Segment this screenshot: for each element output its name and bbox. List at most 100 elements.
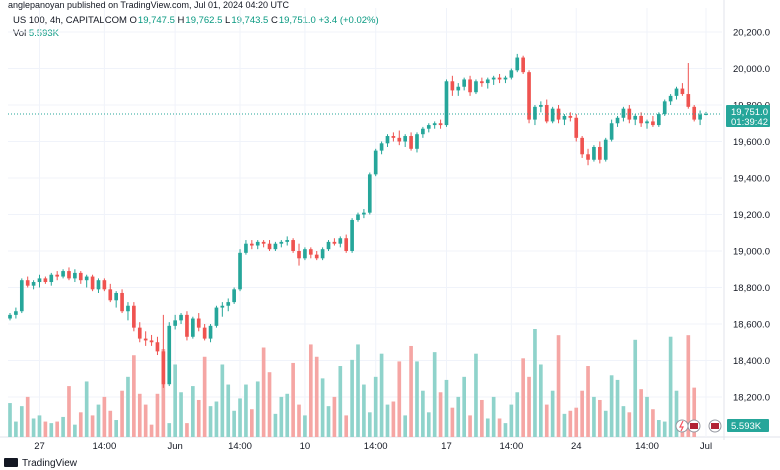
candle-body — [202, 327, 207, 339]
volume-badge-text: 5.593K — [731, 421, 762, 432]
volume-bar — [308, 344, 313, 437]
volume-bar — [273, 413, 278, 437]
candle-body — [226, 302, 231, 306]
candle-body — [556, 108, 561, 120]
candle-body — [14, 311, 18, 315]
open-label: O — [129, 15, 137, 26]
candle-body — [179, 314, 183, 321]
volume-bar — [244, 384, 248, 437]
candle-body — [356, 214, 360, 220]
volume-bar — [149, 424, 154, 437]
candle-body — [391, 136, 396, 138]
volume-bar — [297, 404, 301, 437]
volume-bar — [485, 418, 490, 437]
volume-bar — [391, 401, 396, 437]
volume-bar — [574, 407, 579, 437]
candle-body — [8, 314, 12, 319]
volume-bar — [55, 421, 60, 437]
volume-bar — [373, 376, 378, 437]
candle-body — [468, 79, 472, 93]
volume-bar — [167, 423, 172, 437]
volume-bar — [143, 404, 148, 437]
volume-bar — [78, 412, 83, 437]
volume-bar — [267, 372, 272, 437]
candle-body — [698, 114, 702, 120]
price-tick: 18,800.0 — [733, 283, 770, 294]
candle-body — [102, 280, 107, 290]
volume-bar — [379, 353, 384, 437]
candle-body — [61, 271, 65, 277]
volume-bar — [90, 415, 95, 437]
volume-bar — [126, 376, 130, 437]
price-tick: 18,400.0 — [733, 356, 770, 367]
volume-bar — [662, 421, 667, 437]
volume-bar — [645, 396, 649, 437]
candle-body — [580, 137, 584, 155]
volume-bar — [668, 336, 673, 437]
candle-body — [167, 325, 172, 385]
candle-body — [397, 137, 402, 142]
candle-body — [285, 240, 290, 242]
candle-body — [544, 105, 549, 122]
volume-bar — [438, 392, 443, 437]
candle-body — [656, 114, 661, 126]
candle-body — [432, 123, 437, 126]
volume-bar — [155, 393, 160, 437]
countdown-text: 01:39:42 — [731, 117, 768, 128]
candle-body — [73, 272, 77, 279]
candle-body — [161, 351, 166, 385]
candle-body — [214, 307, 219, 326]
high-label: H — [177, 15, 185, 26]
candle-body — [126, 305, 130, 312]
candle-body — [515, 57, 520, 71]
candle-body — [462, 79, 466, 87]
time-tick: Jun — [167, 441, 182, 452]
candle-body — [267, 243, 272, 250]
volume-bar — [8, 403, 12, 437]
volume-bar — [61, 416, 65, 437]
candle-body — [409, 136, 413, 149]
candle-body — [78, 272, 83, 281]
brand-label: TradingView — [22, 458, 78, 469]
candle-body — [426, 125, 431, 129]
volume-bar — [627, 412, 632, 437]
volume-bar — [132, 355, 136, 437]
candle-body — [244, 243, 248, 253]
volume-bar — [356, 344, 360, 437]
volume-bar — [586, 366, 590, 437]
volume-bar — [344, 415, 349, 437]
volume-bar — [509, 404, 514, 437]
volume-bar — [556, 335, 561, 437]
volume-bar — [598, 399, 602, 437]
price-tick: 19,200.0 — [733, 210, 770, 221]
volume-bar — [238, 398, 242, 437]
candle-body — [680, 88, 685, 95]
volume-bar — [362, 384, 366, 437]
volume-bar — [568, 410, 573, 437]
candle-body — [562, 115, 567, 120]
volume-bar — [397, 361, 402, 437]
volume-bar — [338, 366, 343, 437]
volume-value: 5.593K — [28, 28, 59, 39]
low-value: 19,743.5 — [231, 15, 269, 26]
candle-body — [403, 136, 408, 142]
ohlc-legend: US 100, 4h, CAPITALCOM O19,747.5 H19,762… — [13, 15, 379, 26]
candle-body — [338, 238, 343, 244]
volume-bar — [84, 381, 89, 437]
time-tick: 24 — [571, 441, 582, 452]
candle-body — [185, 314, 189, 337]
time-tick: 14:00 — [92, 441, 116, 452]
volume-bar — [515, 392, 520, 437]
candle-body — [668, 95, 673, 102]
candle-body — [67, 271, 71, 279]
volume-bar — [314, 356, 319, 437]
time-axis: 27 14:00 Jun 14:00 10 14:00 17 14:00 24 14:00 Jul — [34, 441, 712, 452]
volume-bars — [8, 329, 697, 437]
candle-body — [385, 136, 390, 144]
volume-bar — [432, 352, 437, 437]
candle-body — [308, 249, 313, 255]
candle-body — [84, 276, 89, 281]
candle-body — [539, 105, 543, 107]
tradingview-logo-icon — [4, 458, 18, 467]
